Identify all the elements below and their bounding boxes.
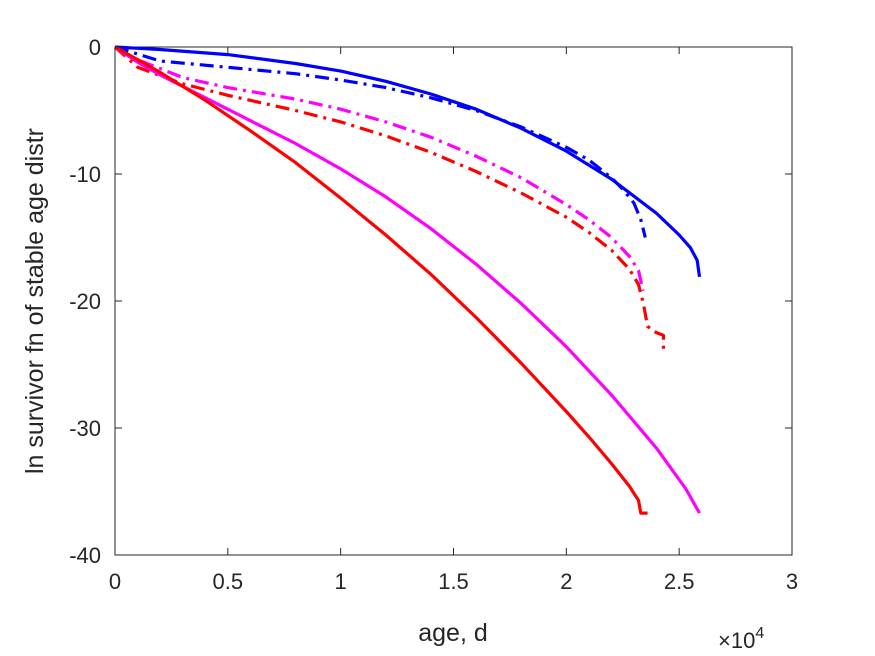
y-axis-ticks: 0 -10 -20 -30 -40	[69, 35, 792, 568]
x-tick-label: 1.5	[438, 569, 469, 594]
y-axis-label: ln survivor fn of stable age distr	[21, 128, 49, 474]
series-line-1	[114, 45, 702, 278]
series-layer	[113, 45, 702, 515]
x-tick-label: 1	[335, 569, 347, 594]
x-exponent-base: ×10	[718, 628, 755, 653]
x-tick-label: 3	[786, 569, 798, 594]
x-axis-label: age, d	[418, 619, 488, 647]
x-axis-ticks: 0 0.5 1 1.5 2 2.5 3	[109, 47, 798, 594]
series-line-4	[113, 45, 666, 352]
y-tick-label: -20	[69, 289, 101, 314]
y-tick-label: -30	[69, 416, 101, 441]
y-tick-label: -10	[69, 162, 101, 187]
x-exponent-power: 4	[755, 625, 764, 642]
series-line-2	[114, 45, 647, 238]
x-tick-label: 0	[109, 569, 121, 594]
y-tick-label: 0	[89, 35, 101, 60]
x-axis-exponent: ×104	[718, 625, 764, 653]
plot-area	[114, 46, 793, 556]
series-line-6	[114, 45, 648, 515]
y-tick-label: -40	[69, 543, 101, 568]
x-tick-label: 2	[560, 569, 572, 594]
series-line-3	[114, 45, 645, 292]
x-tick-label: 0.5	[213, 569, 244, 594]
x-tick-label: 2.5	[664, 569, 695, 594]
